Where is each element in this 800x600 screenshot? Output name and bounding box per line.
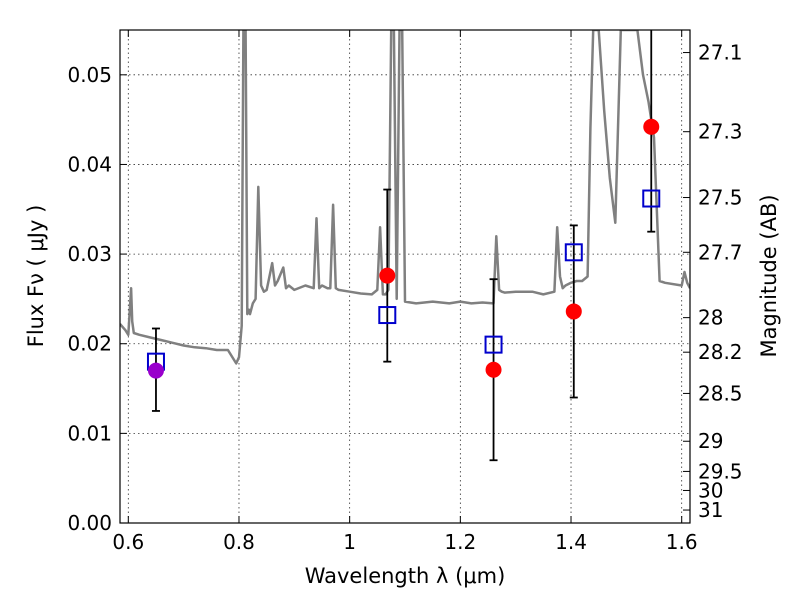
model-square bbox=[378, 306, 397, 325]
x-tick-label: 1 bbox=[343, 530, 356, 554]
y2-tick-label: 27.7 bbox=[698, 240, 743, 264]
spectrum-series bbox=[120, 30, 690, 365]
y2-tick-label: 27.1 bbox=[698, 41, 743, 65]
y-tick-label: 0.00 bbox=[67, 511, 112, 535]
y-tick-label: 0.02 bbox=[67, 332, 112, 356]
y2-tick-label: 29.5 bbox=[698, 459, 743, 483]
x-tick-label: 1.2 bbox=[444, 530, 476, 554]
model-square bbox=[484, 335, 503, 354]
observed-point-series bbox=[147, 118, 660, 379]
observed-point bbox=[643, 118, 660, 135]
y-tick-label: 0.04 bbox=[67, 152, 112, 176]
y-axis-ticks: 0.00 0.01 0.02 0.03 0.04 0.05 bbox=[67, 63, 127, 535]
grid-lines bbox=[120, 30, 690, 524]
observed-point bbox=[565, 303, 582, 320]
x-axis-ticks: 0.6 0.8 1 1.2 1.4 1.6 bbox=[112, 30, 698, 554]
y2-tick-label: 27.3 bbox=[698, 120, 743, 144]
model-square bbox=[564, 243, 583, 262]
observed-point bbox=[147, 362, 164, 379]
y-tick-label: 0.05 bbox=[67, 63, 112, 87]
x-axis-label: Wavelength λ (μm) bbox=[305, 564, 506, 588]
x-tick-label: 1.6 bbox=[666, 530, 698, 554]
y-axis-label: Flux Fν ( μJy ) bbox=[24, 205, 48, 348]
y2-tick-label: 28.2 bbox=[698, 340, 743, 364]
x-tick-label: 1.4 bbox=[555, 530, 587, 554]
y2-tick-label: 31 bbox=[698, 498, 723, 522]
y-tick-label: 0.01 bbox=[67, 421, 112, 445]
observed-point bbox=[379, 267, 396, 284]
y2-tick-label: 28.5 bbox=[698, 381, 743, 405]
x-tick-label: 0.8 bbox=[223, 530, 255, 554]
spectrum-line bbox=[120, 30, 690, 365]
plot-frame bbox=[119, 29, 691, 524]
y2-axis-label: Magnitude (AB) bbox=[757, 194, 781, 357]
y2-tick-label: 27.5 bbox=[698, 186, 743, 210]
observed-point bbox=[485, 361, 502, 378]
model-square bbox=[642, 189, 661, 208]
x-tick-label: 0.6 bbox=[112, 530, 144, 554]
y2-tick-label: 30 bbox=[698, 478, 723, 502]
y-tick-label: 0.03 bbox=[67, 242, 112, 266]
y2-tick-label: 28 bbox=[698, 306, 723, 330]
y2-tick-label: 29 bbox=[698, 429, 723, 453]
